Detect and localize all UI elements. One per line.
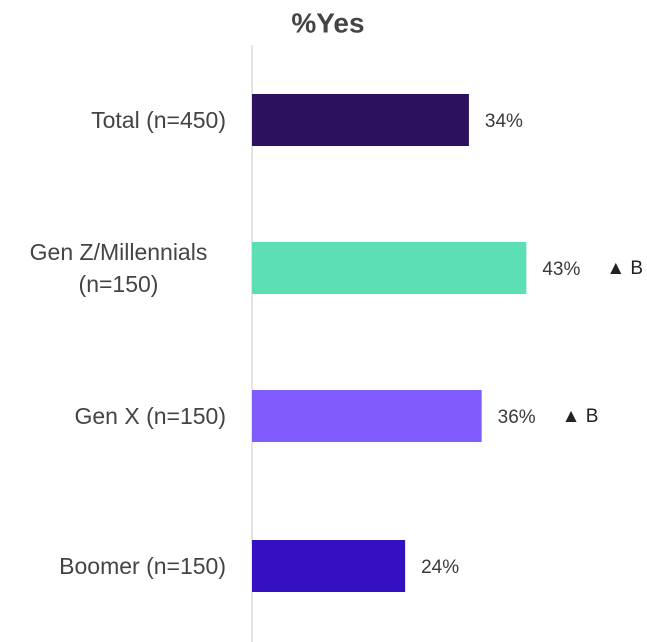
chart-title: %Yes [291, 7, 364, 38]
category-label-box: Gen Z/Millennials (n=150) [11, 236, 226, 300]
value-label: 34% [485, 111, 523, 132]
category-label: Gen Z/Millennials (n=150) [29, 239, 208, 297]
bar [252, 540, 406, 592]
value-label: 43% [542, 259, 580, 280]
value-label: 36% [498, 407, 536, 428]
bar [252, 94, 469, 146]
category-label: Boomer (n=150) [59, 553, 226, 579]
bar [252, 242, 527, 294]
bar [252, 390, 482, 442]
category-label-box: Boomer (n=150) [11, 550, 226, 582]
category-label-box: Total (n=450) [11, 104, 226, 136]
category-label: Gen X (n=150) [74, 403, 226, 429]
annotation: ▲ B [562, 406, 599, 427]
annotation: ▲ B [606, 258, 643, 279]
value-label: 24% [421, 557, 459, 578]
category-label: Total (n=450) [91, 107, 226, 133]
category-label-box: Gen X (n=150) [11, 400, 226, 432]
